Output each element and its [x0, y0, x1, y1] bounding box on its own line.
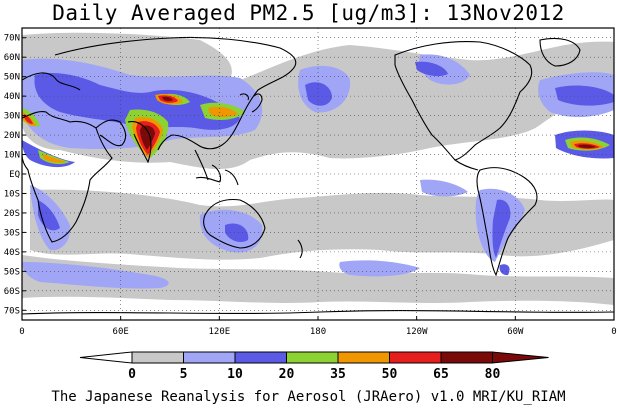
- lat-tick-label: 50S: [4, 267, 20, 277]
- lon-tick-label: 60W: [507, 327, 524, 337]
- lon-tick-label: 120E: [208, 327, 230, 337]
- axis-ticks: 70N 60N 50N 40N 30N 20N 10N EQ 10S 20S 30S 40S 50S 60…: [4, 34, 617, 337]
- lat-tick-label: 10N: [4, 151, 20, 161]
- colorbar-box: [234, 351, 287, 364]
- lat-tick-label: EQ: [9, 170, 20, 180]
- lat-tick-label: 20S: [4, 209, 20, 219]
- lat-tick-label: 40S: [4, 248, 20, 258]
- colorbar-box: [440, 351, 493, 364]
- lat-tick-label: 10S: [4, 189, 20, 199]
- colorbar-high-arrow: [492, 351, 549, 364]
- coastlines: [22, 36, 614, 315]
- lat-tick-label: 40N: [4, 92, 20, 102]
- lat-tick-label: 30S: [4, 228, 20, 238]
- lat-tick-label: 60N: [4, 53, 20, 63]
- colorbar-level-label: 20: [279, 367, 295, 382]
- lon-tick-label: 0: [611, 327, 616, 337]
- level-above-80-areas: [140, 96, 596, 150]
- colorbar-low-arrow: [79, 351, 133, 364]
- lat-tick-label: 30N: [4, 112, 20, 122]
- colorbar-box: [389, 351, 442, 364]
- colorbar-level-label: 0: [128, 367, 136, 382]
- colorbar-box: [183, 351, 236, 364]
- lon-tick-label: 60E: [113, 327, 129, 337]
- colorbar-level-label: 80: [485, 367, 501, 382]
- data-source-caption: The Japanese Reanalysis for Aerosol (JRA…: [51, 389, 566, 405]
- lat-tick-label: 50N: [4, 73, 20, 83]
- colorbar-level-label: 50: [382, 367, 398, 382]
- lat-tick-label: 70N: [4, 34, 20, 44]
- colorbar-box: [286, 351, 339, 364]
- colorbar-level-label: 65: [433, 367, 449, 382]
- colorbar-level-label: 10: [227, 367, 243, 382]
- colorbar: 0 5 10 20 35 50 65 80: [79, 351, 549, 382]
- lon-tick-label: 120W: [406, 327, 428, 337]
- gridlines: [22, 28, 614, 320]
- lat-tick-label: 70S: [4, 306, 20, 316]
- lat-tick-label: 60S: [4, 287, 20, 297]
- lat-tick-label: 20N: [4, 131, 20, 141]
- lon-tick-label: 180: [310, 327, 326, 337]
- lon-tick-label: 0: [19, 327, 24, 337]
- colorbar-box: [131, 351, 184, 364]
- colorbar-box: [337, 351, 390, 364]
- colorbar-level-label: 35: [330, 367, 346, 382]
- map-title: Daily Averaged PM2.5 [ug/m3]: 13Nov2012: [52, 1, 565, 25]
- colorbar-level-label: 5: [180, 367, 188, 382]
